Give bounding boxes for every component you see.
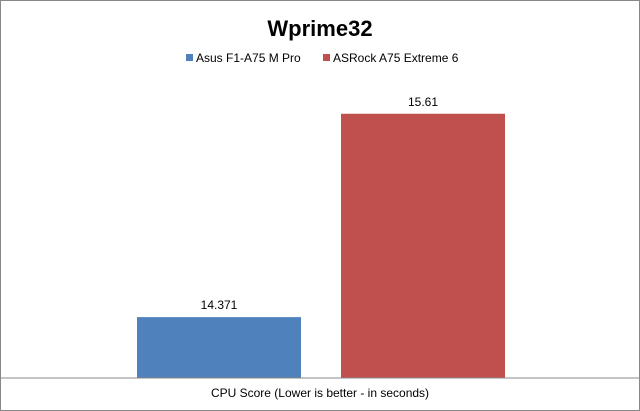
chart-title: Wprime32: [267, 16, 372, 41]
bar-asus: [137, 317, 301, 378]
legend: Asus F1-A75 M Pro ASRock A75 Extreme 6: [186, 51, 459, 65]
x-axis-label: CPU Score (Lower is better - in seconds): [211, 386, 429, 400]
legend-label-asus: Asus F1-A75 M Pro: [196, 51, 301, 65]
bar-asrock: [341, 113, 505, 378]
data-label-asrock: 15.61: [408, 95, 438, 109]
data-label-asus: 14.371: [201, 298, 238, 312]
legend-swatch-asrock: [323, 54, 330, 61]
data-label-group: 14.371 15.61: [201, 95, 439, 312]
legend-label-asrock: ASRock A75 Extreme 6: [333, 51, 459, 65]
legend-swatch-asus: [186, 54, 193, 61]
bar-group: [137, 113, 505, 378]
